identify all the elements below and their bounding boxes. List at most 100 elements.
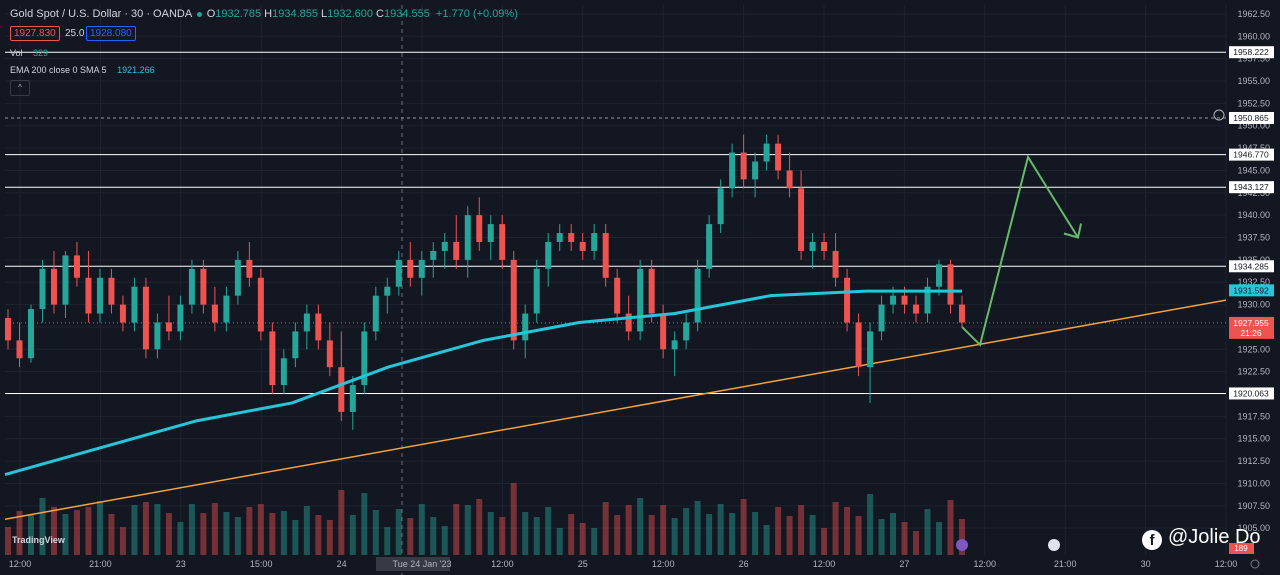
ema-indicator-legend[interactable]: EMA 200 close 0 SMA 5 1921.266: [10, 65, 155, 75]
volume-bar: [464, 505, 471, 555]
author-brand: f @Jolie Do: [1142, 526, 1261, 550]
candle-body: [706, 224, 713, 269]
symbol-title[interactable]: Gold Spot / U.S. Dollar · 30 · OANDA: [10, 8, 192, 20]
volume-bar: [752, 512, 759, 555]
candle-body: [62, 255, 69, 305]
crosshair-time-label-bg: [376, 557, 450, 571]
level-caption-bg: [1229, 387, 1274, 400]
volume-bar: [522, 512, 529, 555]
market-open-icon: [196, 11, 202, 17]
level-caption: 1958.222: [1233, 47, 1269, 57]
price-tick-label: 1962.50: [1237, 9, 1270, 19]
candle-body: [591, 233, 598, 251]
volume-bar: [476, 499, 483, 555]
volume-bar: [177, 522, 184, 555]
candle-body: [269, 331, 276, 386]
price-tick-label: 1955.00: [1237, 76, 1270, 86]
candle-body: [234, 259, 241, 296]
volume-bar: [717, 504, 724, 555]
candle-body: [694, 268, 701, 323]
spread-value: 25.0: [65, 28, 85, 39]
candle-body: [303, 313, 310, 332]
facebook-icon: f: [1142, 530, 1162, 550]
candle-body: [165, 322, 172, 332]
sell-button[interactable]: 1927.830: [10, 26, 60, 41]
volume-bar: [372, 510, 379, 555]
volume-bar: [878, 519, 885, 555]
candle-body: [407, 259, 414, 278]
candle-body: [568, 233, 575, 242]
price-change: +1.770 (+0.09%): [435, 8, 518, 20]
ema-caption-bg: [1229, 284, 1274, 297]
candle-body: [372, 295, 379, 332]
candle-body: [361, 331, 368, 386]
level-caption: 1934.285: [1233, 261, 1269, 271]
time-tick-label: 12:00: [652, 559, 675, 569]
volume-bar: [16, 511, 23, 555]
candle-body: [798, 188, 805, 251]
time-tick-label: 12:00: [9, 559, 32, 569]
volume-bar: [430, 517, 437, 555]
candle-body: [752, 161, 759, 180]
level-caption-bg: [1229, 46, 1274, 59]
volume-bar: [499, 517, 506, 555]
time-tick-label: 21:00: [89, 559, 112, 569]
lightning-icon: [956, 539, 968, 551]
candle-body: [959, 304, 965, 323]
ascending-trendline: [4, 299, 1227, 520]
price-tick-label: 1945.00: [1237, 165, 1270, 175]
candle-body: [5, 318, 11, 341]
buy-button[interactable]: 1928.080: [86, 26, 136, 41]
volume-bar: [648, 515, 655, 555]
level-caption: 1943.127: [1233, 182, 1269, 192]
volume-bar: [418, 504, 425, 555]
candle-body: [315, 313, 322, 341]
ema-value: 1921.266: [117, 65, 155, 75]
volume-bar: [188, 504, 195, 555]
candle-body: [809, 241, 816, 251]
volume-bar: [349, 515, 356, 555]
volume-bar: [131, 505, 138, 555]
volume-bar: [119, 527, 126, 555]
volume-bar: [706, 514, 713, 555]
candle-body: [936, 264, 943, 287]
tradingview-watermark: TradingView: [12, 535, 65, 545]
candle-body: [637, 268, 644, 332]
countdown-caption: 21:26: [1240, 328, 1262, 338]
time-tick-label: 15:00: [250, 559, 273, 569]
candle-body: [108, 277, 115, 305]
candle-body: [775, 143, 782, 171]
volume-bar: [614, 515, 621, 555]
chart-header: Gold Spot / U.S. Dollar · 30 · OANDA O19…: [10, 8, 518, 20]
candle-body: [177, 304, 184, 332]
candle-body: [119, 304, 126, 323]
ohlc-h: H1934.855: [264, 8, 318, 20]
volume-bar: [959, 519, 965, 555]
candle-body: [50, 268, 57, 305]
volume-bar: [85, 507, 92, 555]
volume-bar: [901, 522, 908, 555]
volume-bar: [936, 522, 943, 555]
candle-body: [223, 295, 230, 323]
volume-bar: [809, 515, 816, 555]
volume-bar: [545, 507, 552, 555]
collapse-legend-icon[interactable]: ^: [10, 80, 30, 96]
volume-indicator-legend[interactable]: Vol 329: [10, 48, 48, 58]
volume-bar: [39, 498, 46, 555]
candle-body: [614, 277, 621, 314]
candle-body: [395, 259, 402, 287]
candle-body: [280, 358, 287, 386]
volume-bar: [280, 511, 287, 555]
price-tick-label: 1925.00: [1237, 344, 1270, 354]
add-alert-icon: [1213, 109, 1225, 121]
candle-body: [602, 233, 609, 278]
candle-body: [499, 224, 506, 260]
ohlc-values: O1932.785 H1934.855 L1932.600 C1934.555: [207, 8, 433, 20]
candle-body: [510, 259, 517, 341]
volume-bar: [579, 523, 586, 555]
candle-body: [16, 340, 23, 359]
volume-bar: [361, 493, 368, 555]
candle-body: [27, 309, 34, 359]
time-tick-label: 23: [176, 559, 186, 569]
